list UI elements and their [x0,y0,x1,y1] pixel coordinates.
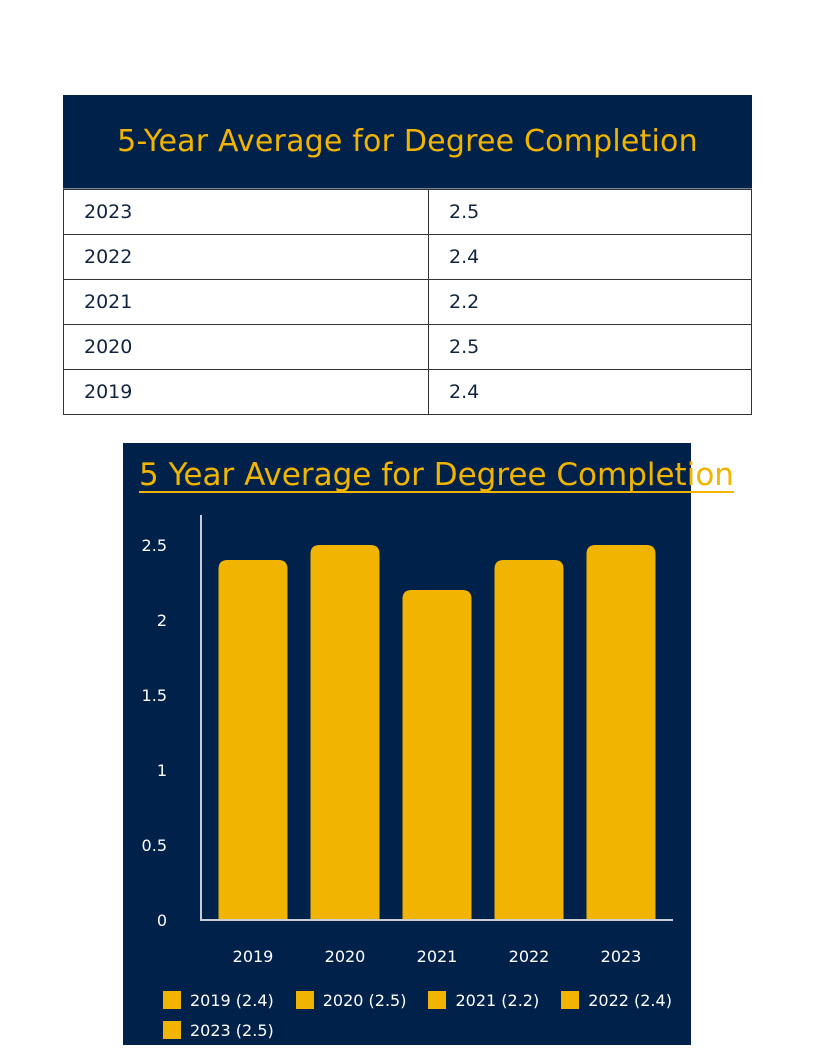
bar-2019 [218,560,288,920]
table-row: 2022 2.4 [63,234,752,280]
y-tick-label: 1 [157,761,167,780]
bar-2022 [494,560,564,920]
data-table: 2023 2.5 2022 2.4 2021 2.2 2020 2.5 2019… [63,189,752,415]
value-cell: 2.4 [428,234,752,280]
year-cell: 2023 [63,189,429,235]
table-title: 5-Year Average for Degree Completion [117,124,698,159]
legend-item: 2023 (2.5) [163,1020,274,1040]
table-row: 2021 2.2 [63,279,752,325]
legend-swatch [561,991,580,1009]
x-tick-label: 2022 [509,947,550,966]
legend-label: 2021 (2.2) [455,990,540,1010]
table-header: 5-Year Average for Degree Completion [63,95,752,189]
year-cell: 2020 [63,324,429,370]
year-cell: 2021 [63,279,429,325]
chart-panel: 5 Year Average for Degree Completion 0 0.… [123,443,734,1045]
legend-item: 2021 (2.2) [428,990,540,1010]
table-row: 2019 2.4 [63,369,752,415]
year-cell: 2022 [63,234,429,280]
year-cell: 2019 [63,369,429,415]
y-tick-label: 2.5 [142,536,167,555]
legend-label: 2019 (2.4) [190,990,274,1010]
table-row: 2020 2.5 [63,324,752,370]
x-tick-label: 2023 [601,947,642,966]
bar-2020 [310,545,380,920]
legend-swatch [163,1021,181,1039]
x-tick-label: 2021 [417,947,458,966]
bar-2023 [586,545,656,920]
bar-chart: 0 0.5 1 1.5 2 2.5 2019 2020 2021 2022 2023 [142,515,673,966]
legend-swatch [295,991,314,1009]
chart-legend: 2019 (2.4) 2020 (2.5) 2021 (2.2) 2022 (2.4)… [163,990,683,1040]
legend-swatch [163,991,181,1009]
y-tick-label: 0.5 [142,836,167,855]
completion-table: 5-Year Average for Degree Completion 202… [63,95,752,415]
value-cell: 2.4 [428,369,752,415]
x-tick-label: 2019 [233,947,274,966]
y-tick-label: 0 [157,911,167,930]
value-cell: 2.5 [428,189,752,235]
legend-label: 2022 (2.4) [588,990,672,1010]
legend-item: 2020 (2.5) [295,990,407,1010]
x-tick-label: 2020 [325,947,366,966]
legend-label: 2020 (2.5) [322,990,407,1010]
bar-2021 [402,590,472,920]
legend-item: 2019 (2.4) [163,990,274,1010]
y-tick-label: 1.5 [142,686,167,705]
legend-swatch [428,991,447,1009]
value-cell: 2.5 [428,324,752,370]
legend-item: 2022 (2.4) [561,990,672,1010]
table-row: 2023 2.5 [63,189,752,235]
chart-title: 5 Year Average for Degree Completion [139,457,734,493]
y-tick-label: 2 [157,611,167,630]
legend-label: 2023 (2.5) [190,1020,274,1040]
value-cell: 2.2 [428,279,752,325]
